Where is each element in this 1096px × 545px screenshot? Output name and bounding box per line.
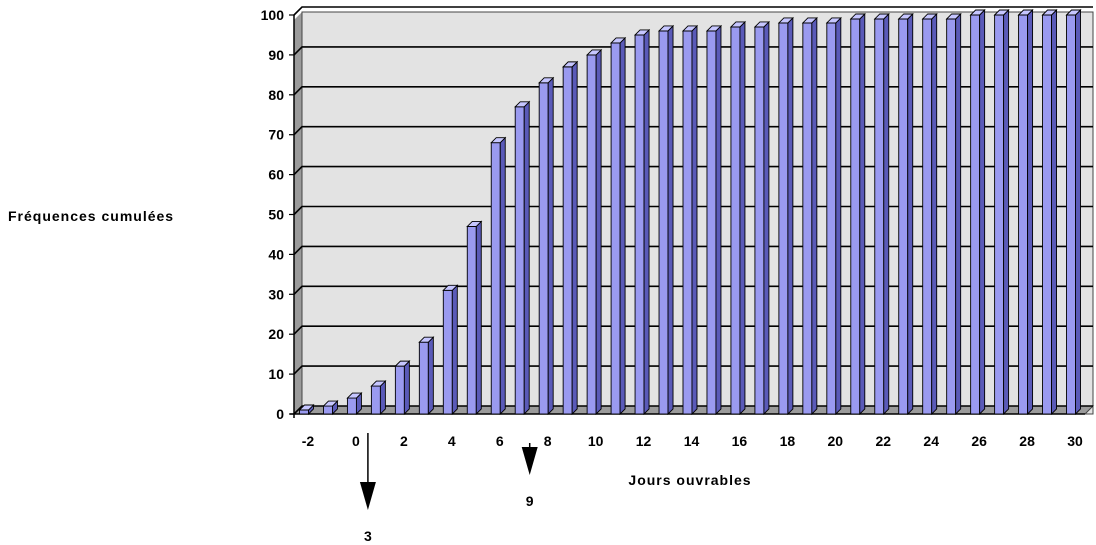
bar (849, 12, 866, 416)
x-tick-label: 18 (780, 433, 796, 449)
bar (945, 12, 962, 416)
y-tick-label: 30 (268, 286, 284, 302)
bar (993, 8, 1010, 416)
x-tick-label: 2 (400, 433, 408, 449)
annotation-label: 9 (526, 493, 534, 509)
bar (610, 36, 627, 416)
x-tick-labels: -2 0 2 4 6 8 10 12 14 16 18 20 22 24 26 28 30 (302, 433, 1083, 449)
x-tick-label: 12 (636, 433, 652, 449)
x-tick-label: 30 (1067, 433, 1083, 449)
x-tick-label: 6 (496, 433, 504, 449)
x-tick-label: 28 (1019, 433, 1035, 449)
bar (681, 24, 699, 416)
x-tick-label: 0 (352, 433, 360, 449)
x-tick-label: 10 (588, 433, 604, 449)
bar (801, 16, 818, 416)
y-tick-label: 0 (276, 406, 284, 422)
annotations: 39 (359, 433, 538, 544)
y-tick-labels: 0 10 20 30 40 50 60 70 80 90 100 (261, 7, 294, 422)
bar (586, 48, 603, 416)
y-tick-label: 80 (268, 87, 284, 103)
bar (490, 136, 507, 416)
bar (322, 399, 339, 416)
bar (1041, 8, 1058, 416)
bar (298, 403, 315, 416)
y-tick-label: 10 (268, 366, 284, 382)
bar (633, 28, 651, 416)
bar (466, 220, 483, 416)
bar (394, 360, 411, 416)
bar (657, 24, 675, 416)
x-tick-label: 20 (828, 433, 844, 449)
bar (705, 24, 723, 416)
x-tick-label: 22 (875, 433, 891, 449)
bar (370, 379, 387, 416)
bar (753, 20, 770, 416)
bar (418, 336, 435, 416)
y-tick-label: 70 (268, 127, 284, 143)
y-tick-label: 50 (268, 207, 284, 223)
x-tick-label: 16 (732, 433, 748, 449)
y-tick-label: 90 (268, 47, 284, 63)
x-tick-label: 24 (923, 433, 939, 449)
bar (897, 12, 914, 416)
gridline (293, 6, 1093, 16)
bar (562, 60, 579, 416)
bar (921, 12, 938, 416)
bar (514, 100, 531, 416)
y-tick-label: 40 (268, 246, 284, 262)
bar (1017, 8, 1034, 416)
x-tick-label: 26 (971, 433, 987, 449)
x-axis-label: Jours ouvrables (628, 472, 751, 488)
plot-walls (292, 11, 1095, 415)
bar (442, 284, 459, 416)
bar (346, 391, 363, 416)
annotation-arrow: 3 (359, 433, 376, 544)
bar (873, 12, 890, 416)
y-axis-label: Fréquences cumulées (8, 208, 174, 224)
bar (969, 8, 986, 416)
x-tick-label: 8 (544, 433, 552, 449)
back-wall (301, 11, 1094, 415)
bar (1065, 8, 1082, 416)
y-tick-label: 60 (268, 167, 284, 183)
y-tick-label: 20 (268, 326, 284, 342)
x-tick-label: -2 (302, 433, 315, 449)
bar (825, 16, 842, 416)
y-tick-label: 100 (261, 7, 285, 23)
bar (538, 76, 555, 416)
side-wall (294, 12, 302, 414)
x-tick-label: 4 (448, 433, 456, 449)
bar (777, 16, 794, 416)
bar (729, 20, 747, 416)
annotation-label: 3 (364, 528, 372, 544)
annotation-arrow: 9 (521, 443, 538, 509)
bars (298, 8, 1082, 416)
x-tick-label: 14 (684, 433, 700, 449)
